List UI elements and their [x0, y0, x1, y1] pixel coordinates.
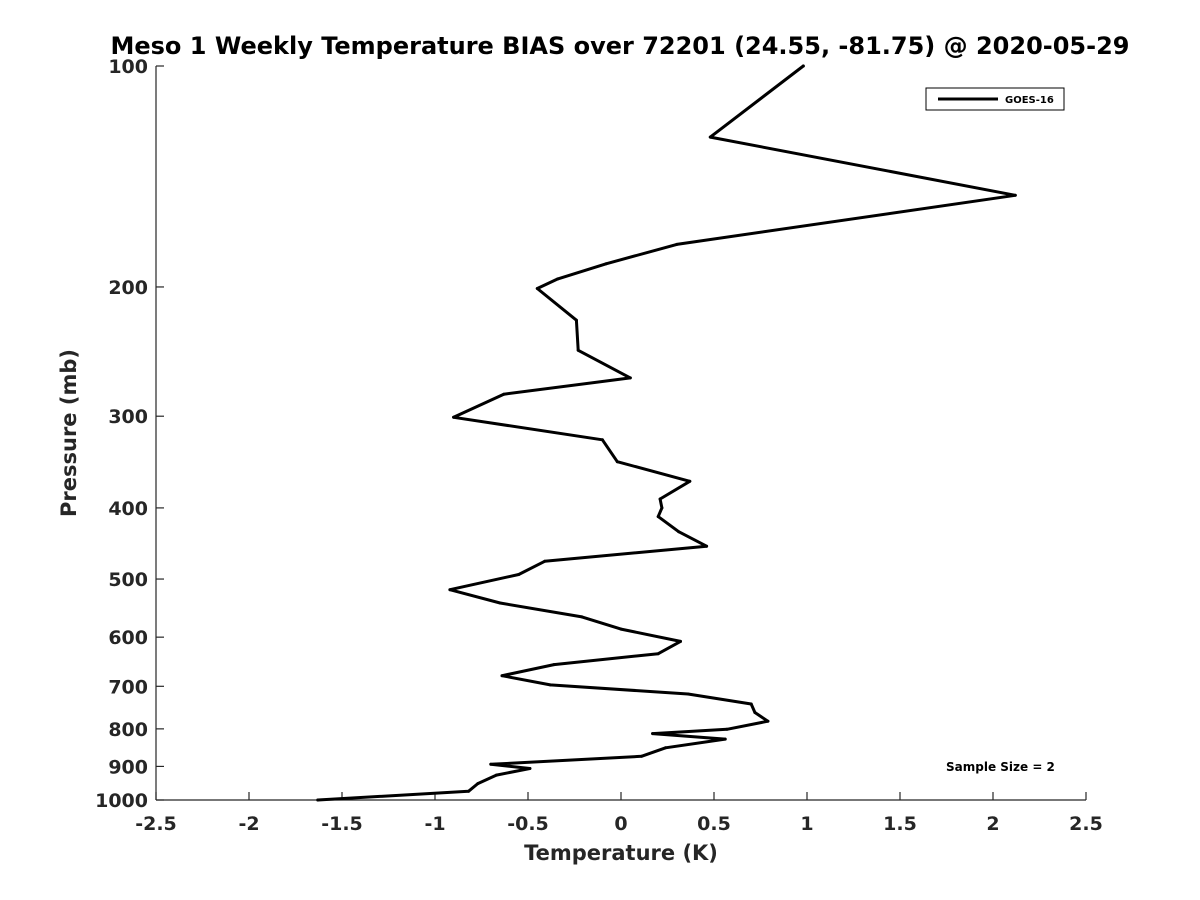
series-point: [749, 702, 753, 706]
x-tick-label: -2.5: [135, 813, 177, 835]
x-tick-label: 2.5: [1069, 813, 1103, 835]
y-tick-label: 900: [108, 756, 148, 778]
chart-title: Meso 1 Weekly Temperature BIAS over 7220…: [110, 32, 1129, 60]
series-point: [675, 242, 679, 246]
series-point: [679, 639, 682, 643]
series-point: [708, 135, 712, 139]
y-tick-label: 800: [108, 719, 148, 741]
series-point: [476, 782, 480, 786]
series-point: [640, 754, 643, 758]
y-tick-label: 500: [108, 569, 148, 591]
series-point: [576, 348, 580, 352]
series-point: [498, 601, 502, 605]
series-point: [600, 438, 604, 442]
series-point: [660, 506, 664, 510]
x-tick-label: -1: [424, 813, 445, 835]
series-point: [658, 497, 662, 501]
series-point: [619, 627, 623, 631]
x-axis-label: Temperature (K): [524, 841, 718, 865]
series-point: [723, 737, 727, 741]
x-tick-label: 2: [986, 813, 999, 835]
x-tick-label: -1.5: [321, 813, 363, 835]
series-point: [725, 727, 729, 731]
series-point: [615, 460, 619, 464]
series-point: [651, 732, 655, 736]
series-point: [452, 415, 456, 419]
series-point: [535, 287, 539, 290]
x-tick-label: 0.5: [697, 813, 731, 835]
legend-label-goes-16: GOES-16: [1005, 95, 1054, 106]
series-point: [664, 746, 668, 750]
series-points: [316, 64, 1017, 802]
series-point: [656, 515, 660, 519]
y-tick-label: 400: [108, 498, 148, 520]
series-point: [705, 544, 709, 548]
y-ticks: 100 200 300 400 500 600 700 800 900 1000: [95, 56, 164, 812]
series-point: [543, 559, 547, 563]
y-tick-label: 1000: [95, 790, 148, 812]
series-point: [766, 719, 770, 723]
series-point: [448, 588, 452, 592]
series-point: [517, 573, 521, 576]
y-tick-label: 300: [108, 406, 148, 428]
series-point: [502, 392, 506, 396]
y-tick-label: 200: [108, 277, 148, 299]
x-tick-label: -2: [238, 813, 259, 835]
series-point: [552, 663, 556, 667]
series-point: [528, 767, 532, 770]
series-point: [604, 262, 608, 266]
series-point: [467, 789, 470, 793]
series-point: [656, 652, 660, 656]
x-tick-label: -0.5: [507, 813, 549, 835]
series-point: [688, 479, 692, 483]
series-point: [801, 64, 805, 68]
sample-size-annotation: Sample Size = 2: [946, 760, 1055, 774]
series-point: [574, 318, 578, 322]
series-point: [316, 798, 320, 802]
series-point: [686, 692, 690, 696]
series-line-goes-16: [316, 64, 1017, 802]
legend: GOES-16: [925, 87, 1065, 111]
series-point: [580, 615, 584, 619]
series-point: [1013, 193, 1017, 197]
series-point: [628, 376, 632, 380]
y-tick-label: 700: [108, 676, 148, 698]
y-tick-label: 600: [108, 627, 148, 649]
series-point: [753, 711, 757, 714]
x-tick-label: 1: [800, 813, 813, 835]
x-ticks: -2.5 -2 -1.5 -1 -0.5 0 0.5 1 1.5 2 2.5: [135, 792, 1103, 835]
y-tick-label: 100: [108, 56, 148, 78]
series-point: [677, 530, 681, 534]
y-axis-label: Pressure (mb): [57, 349, 81, 517]
series-point: [494, 773, 498, 777]
series-point: [489, 762, 493, 766]
x-tick-label: 0: [614, 813, 627, 835]
series-point: [500, 674, 504, 678]
x-tick-label: 1.5: [883, 813, 917, 835]
series-point: [556, 277, 560, 281]
series-point: [548, 683, 552, 687]
